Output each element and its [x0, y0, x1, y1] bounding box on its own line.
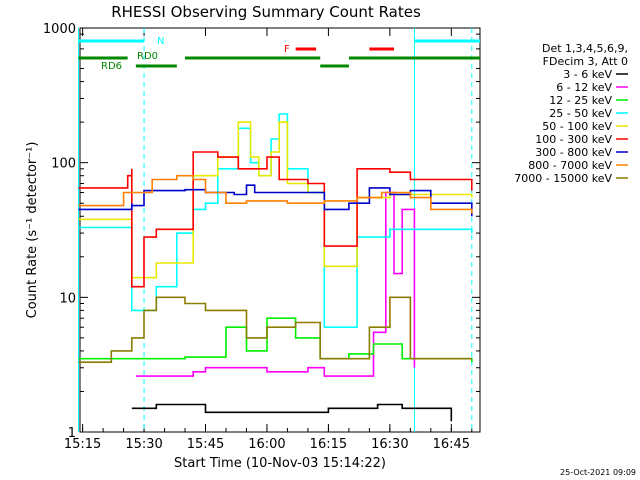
legend-label-8: 800 - 7000 keV — [528, 159, 612, 172]
legend-label-4: 25 - 50 keV — [549, 107, 612, 120]
series-line-6 — [78, 151, 473, 288]
series-line-2 — [135, 191, 416, 377]
legend-label-3: 12 - 25 keV — [549, 94, 612, 107]
series-line-8 — [78, 174, 473, 214]
flag-labels: N RD0 RD6 F — [101, 36, 290, 72]
legend-label-2: 6 - 12 keV — [556, 81, 612, 94]
x-tick-label-5: 16:30 — [371, 437, 408, 452]
y-tick-label-1: 10 — [59, 291, 76, 306]
x-tick-label-3: 16:00 — [248, 437, 285, 452]
flag-label-rd6: RD6 — [101, 61, 122, 72]
legend-label-7: 300 - 800 keV — [535, 146, 612, 159]
y-tick-label-0: 1 — [68, 426, 76, 441]
x-tick-label-6: 16:45 — [433, 437, 470, 452]
series-line-9 — [78, 296, 472, 363]
legend-label-5: 50 - 100 keV — [542, 120, 612, 133]
flag-label-rd0: RD0 — [137, 51, 158, 62]
x-axis-label: Start Time (10-Nov-03 15:14:22) — [174, 456, 386, 471]
plot-frame — [79, 27, 481, 433]
flag-label-n: N — [157, 36, 164, 47]
legend-header-2: FDecim 3, Att 0 — [543, 55, 628, 68]
x-tick-label-2: 15:45 — [187, 437, 224, 452]
y-tick-label-2: 100 — [51, 157, 76, 172]
x-tick-label-1: 15:30 — [125, 437, 162, 452]
series-line-4 — [78, 113, 473, 328]
generation-timestamp: 25-Oct-2021 09:09 — [560, 468, 636, 477]
series-line-3 — [78, 317, 473, 363]
legend-label-6: 100 - 300 keV — [535, 133, 612, 146]
x-tick-label-0: 15:15 — [64, 437, 101, 452]
legend-label-9: 7000 - 15000 keV — [514, 172, 612, 185]
legend: Det 1,3,4,5,6,9, FDecim 3, Att 0 3 - 6 k… — [514, 42, 628, 185]
series-line-5 — [78, 121, 473, 279]
chart-title: RHESSI Observing Summary Count Rates — [111, 3, 421, 21]
series-line-1 — [131, 403, 453, 422]
flag-label-f: F — [284, 44, 290, 55]
legend-header-1: Det 1,3,4,5,6,9, — [542, 42, 628, 55]
axes-ticks: 15:15 15:30 15:45 16:00 16:15 16:30 16:45 1 10 10… — [43, 22, 480, 452]
series-lines — [78, 113, 473, 422]
y-axis-label: Count Rate (s⁻¹ detector⁻¹) — [25, 142, 40, 319]
legend-label-1: 3 - 6 keV — [563, 68, 612, 81]
x-tick-label-4: 16:15 — [310, 437, 347, 452]
flag-bars — [78, 39, 480, 68]
y-tick-label-3: 1000 — [43, 22, 76, 37]
